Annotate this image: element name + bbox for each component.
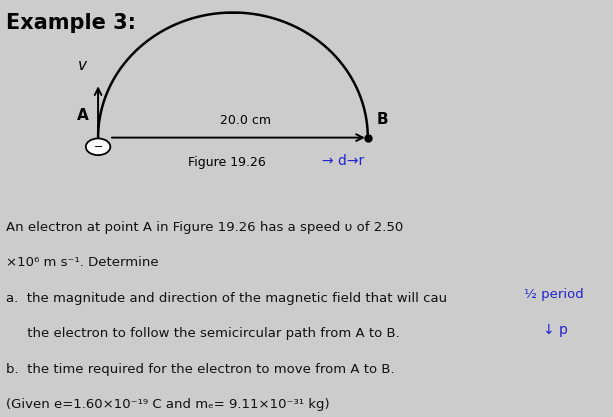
Text: A: A	[77, 108, 89, 123]
Text: → d→r: → d→r	[322, 153, 364, 168]
Text: v: v	[78, 58, 87, 73]
Text: 20.0 cm: 20.0 cm	[219, 114, 271, 127]
Text: Example 3:: Example 3:	[6, 13, 136, 33]
Text: a.  the magnitude and direction of the magnetic field that will cau: a. the magnitude and direction of the ma…	[6, 292, 447, 305]
Text: B: B	[377, 112, 389, 127]
Text: −: −	[93, 142, 103, 152]
Text: ↓ p: ↓ p	[543, 323, 568, 337]
Circle shape	[86, 138, 110, 155]
Text: Figure 19.26: Figure 19.26	[188, 156, 265, 169]
Text: ×10⁶ m s⁻¹. Determine: ×10⁶ m s⁻¹. Determine	[6, 256, 159, 269]
Text: An electron at point A in Figure 19.26 has a speed υ of 2.50: An electron at point A in Figure 19.26 h…	[6, 221, 403, 234]
Text: (Given e=1.60×10⁻¹⁹ C and mₑ= 9.11×10⁻³¹ kg): (Given e=1.60×10⁻¹⁹ C and mₑ= 9.11×10⁻³¹…	[6, 398, 330, 411]
Text: ½ period: ½ period	[524, 288, 584, 301]
Text: b.  the time required for the electron to move from A to B.: b. the time required for the electron to…	[6, 363, 395, 376]
Text: the electron to follow the semicircular path from A to B.: the electron to follow the semicircular …	[6, 327, 400, 340]
